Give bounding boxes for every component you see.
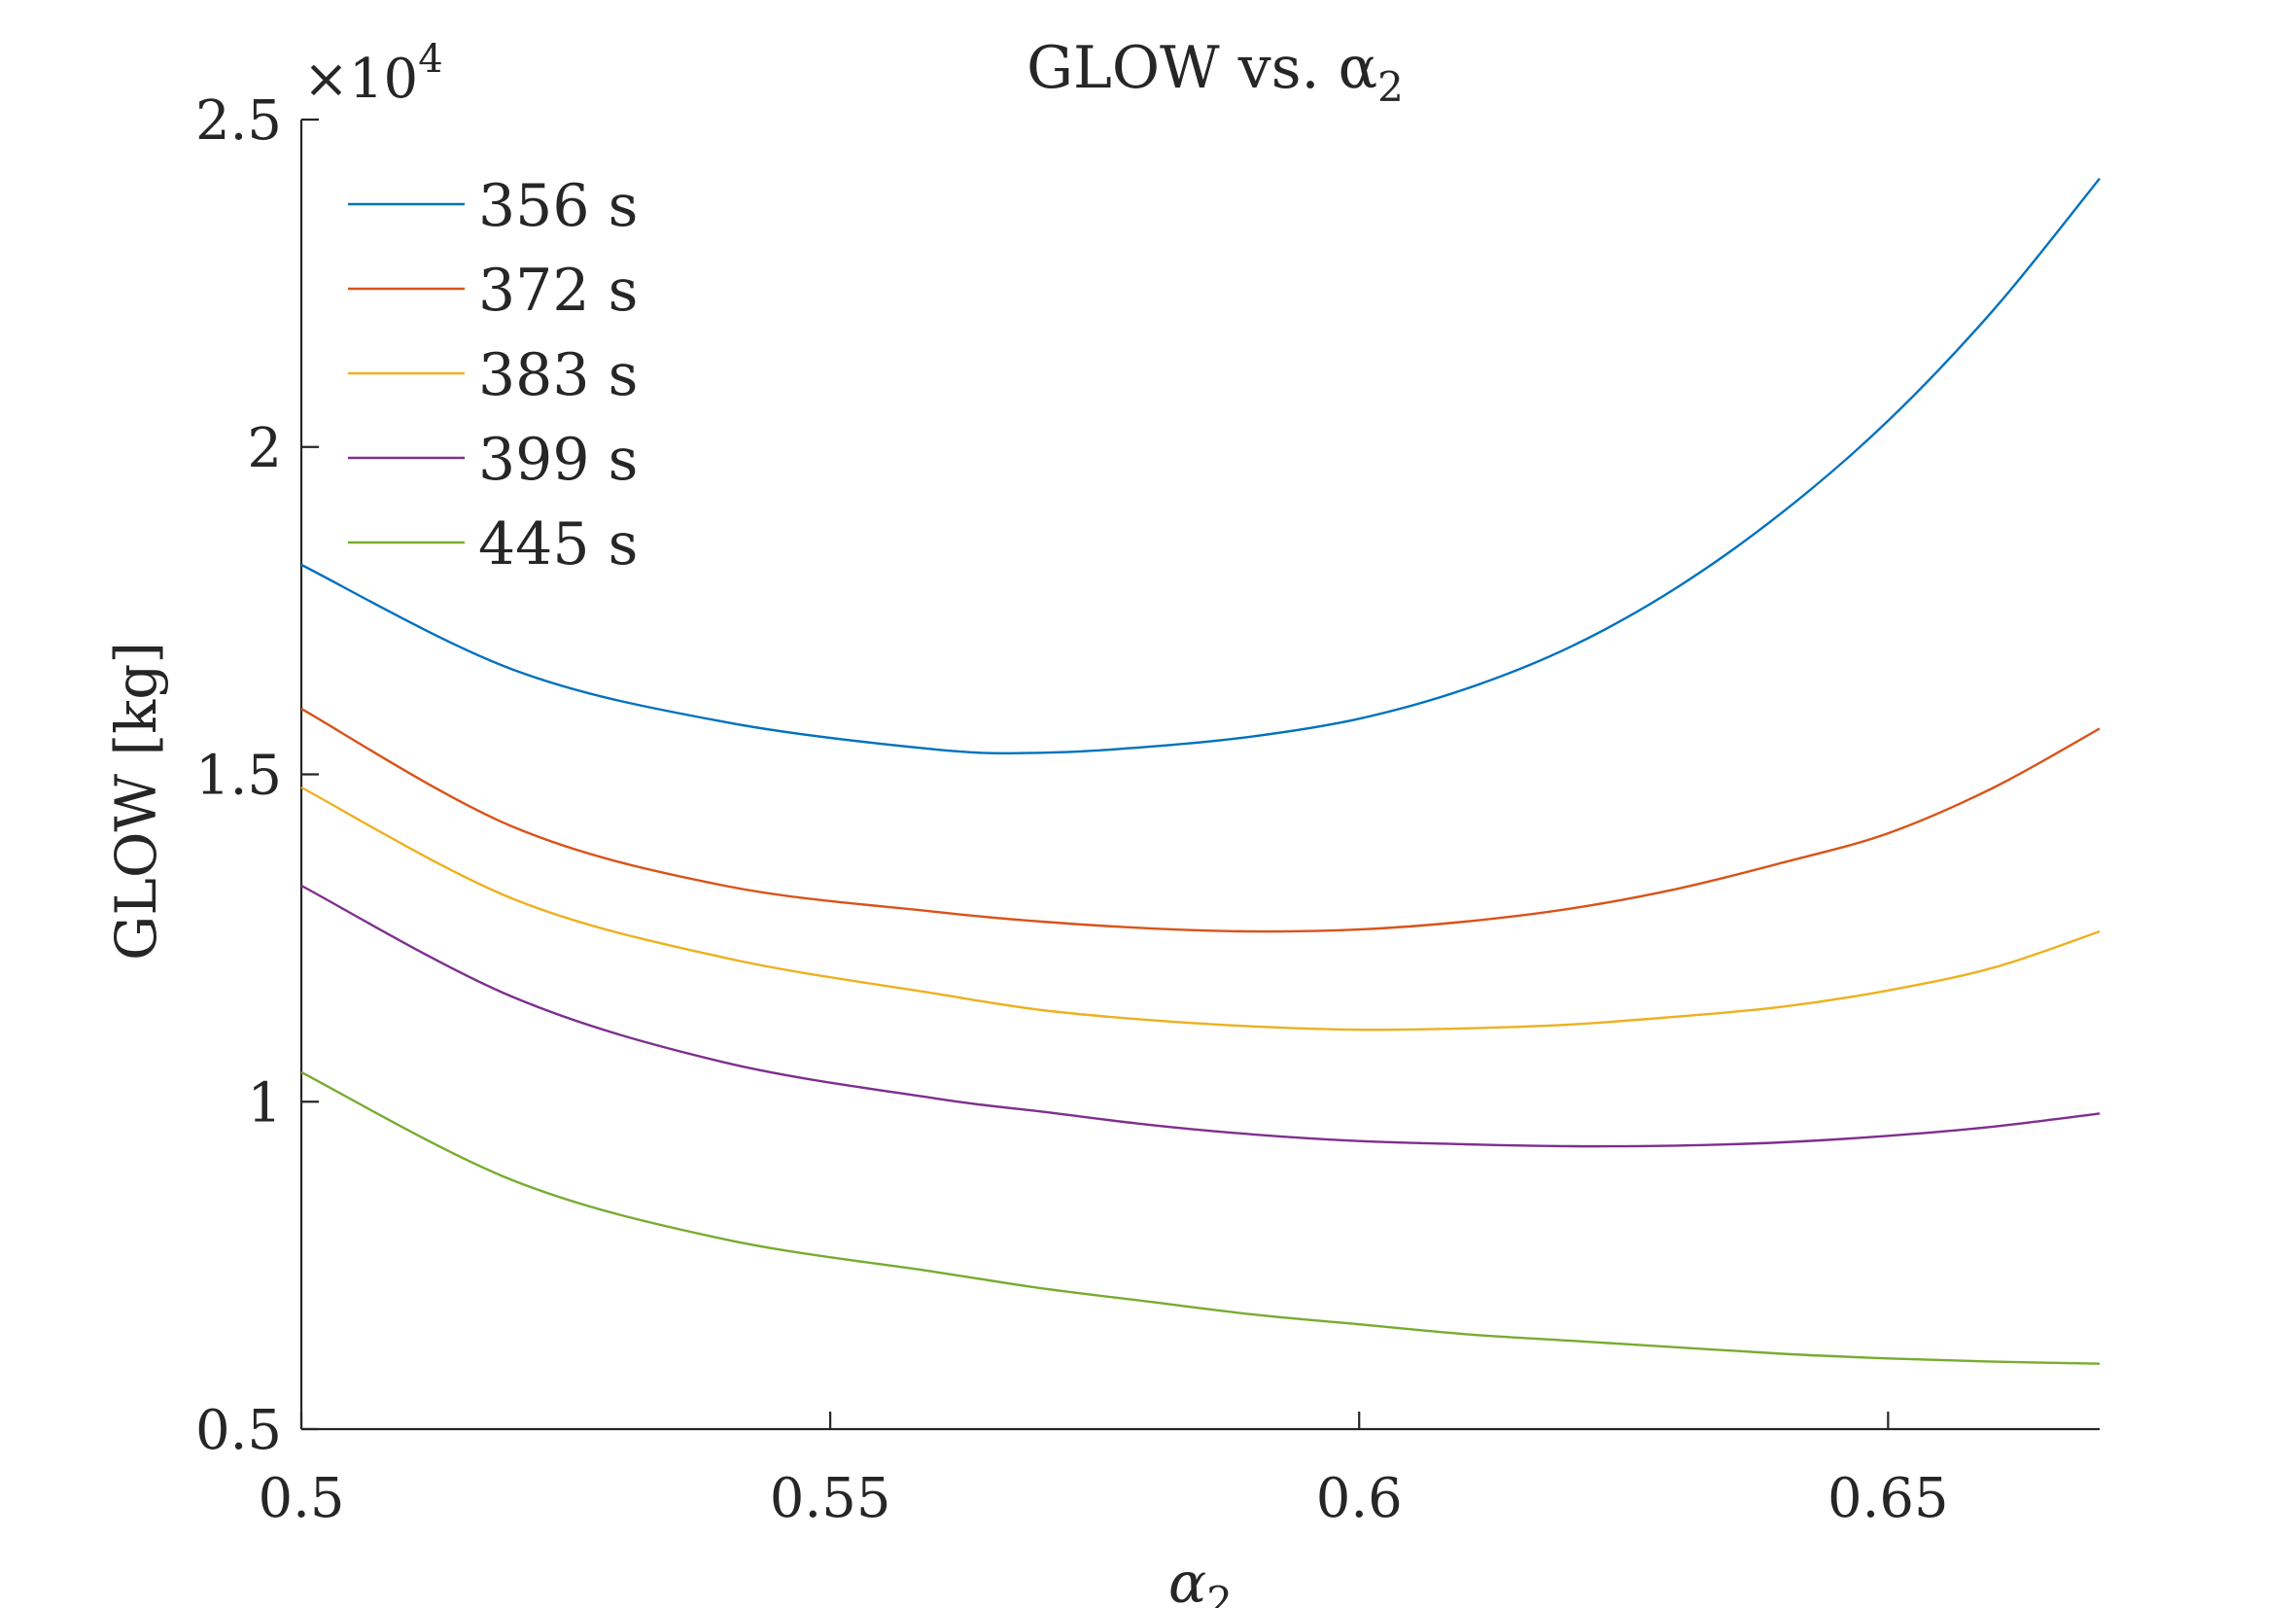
y-ticks: 0.5 1 1.5 2 2.5 (195, 89, 319, 1462)
legend-label-1: 356 s (478, 172, 638, 240)
chart-title-subscript: 2 (1377, 63, 1404, 111)
y-tick-label: 0.5 (195, 1399, 282, 1462)
legend-label-3: 383 s (478, 341, 638, 409)
x-tick-label: 0.6 (1316, 1467, 1403, 1530)
y-tick-label: 2.5 (195, 89, 282, 153)
y-exponent-power: 4 (418, 37, 442, 82)
series-group (300, 177, 2101, 1365)
legend: 356 s 372 s 383 s 399 s 445 s (348, 172, 638, 578)
legend-label-4: 399 s (478, 426, 638, 494)
series-line-5 (300, 1070, 2101, 1365)
x-tick-label: 0.65 (1827, 1467, 1949, 1530)
y-axis-title: GLOW [kg] (103, 642, 169, 961)
legend-label-2: 372 s (478, 257, 638, 325)
series-line-4 (300, 884, 2101, 1148)
series-line-2 (300, 708, 2101, 933)
series-line-3 (300, 786, 2101, 1031)
y-tick-label: 2 (247, 417, 282, 480)
legend-label-5: 445 s (478, 510, 638, 578)
x-ticks: 0.5 0.55 0.6 0.65 (258, 1412, 1949, 1530)
y-tick-label: 1.5 (195, 745, 282, 808)
chart-title: GLOW vs. α2 (1026, 34, 1404, 111)
x-axis-title: α2 (1168, 1550, 1233, 1608)
x-tick-label: 0.5 (258, 1467, 344, 1530)
y-exponent-label: ×104 (303, 37, 443, 111)
x-axis-title-subscript: 2 (1206, 1578, 1233, 1608)
y-tick-label: 1 (247, 1071, 282, 1135)
series-line-1 (300, 177, 2101, 754)
x-tick-label: 0.55 (770, 1467, 891, 1530)
